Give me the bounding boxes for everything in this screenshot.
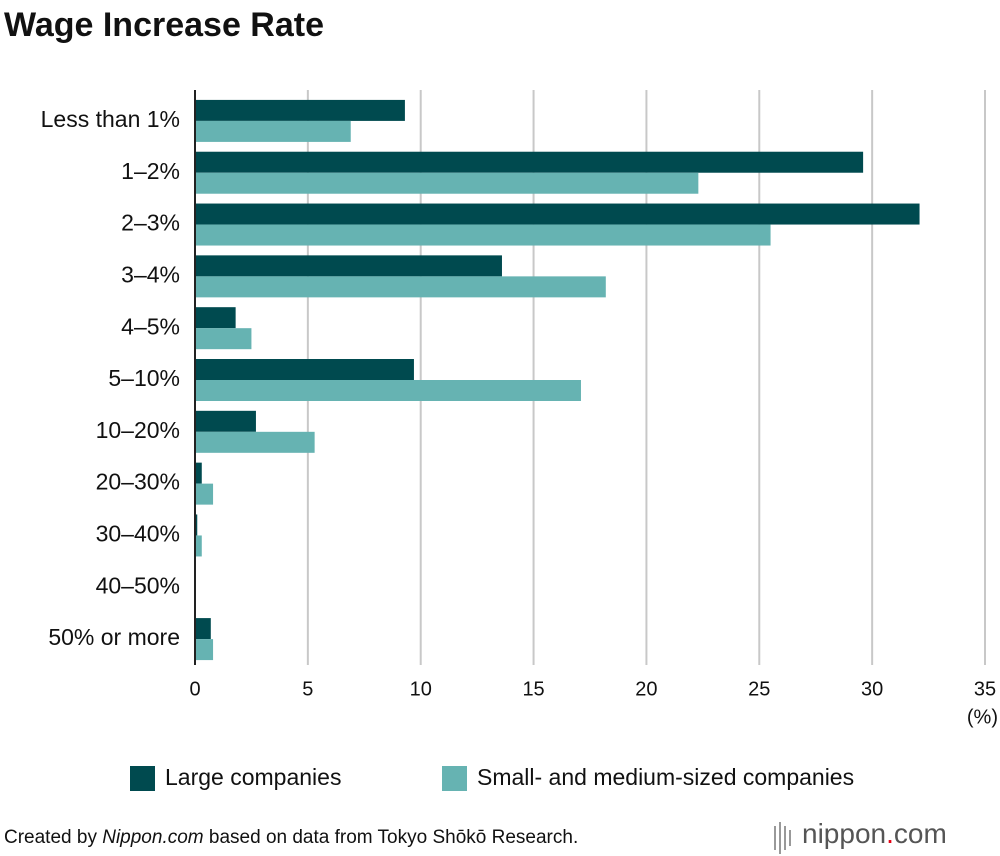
- logo-word: com: [894, 818, 947, 849]
- bar: [195, 172, 699, 194]
- logo-word: nippon: [802, 818, 886, 849]
- bar: [195, 431, 315, 453]
- bar: [195, 307, 236, 329]
- x-tick-label: 0: [189, 678, 200, 700]
- legend-swatch: [442, 766, 467, 791]
- logo-bar: [774, 826, 776, 850]
- x-tick-label: 5: [302, 678, 313, 700]
- logo-bar: [779, 822, 781, 854]
- y-tick-label: Less than 1%: [41, 106, 180, 132]
- bar: [195, 462, 202, 484]
- logo: nippon.com: [774, 818, 947, 854]
- bar: [195, 151, 864, 173]
- bar: [195, 99, 405, 121]
- bar: [195, 514, 198, 536]
- logo-bar: [789, 830, 791, 846]
- logo-text: nippon.com: [802, 818, 947, 849]
- source-prefix: Created by: [4, 827, 97, 848]
- legend-label: Small- and medium-sized companies: [477, 764, 854, 790]
- y-tick-label: 1–2%: [121, 158, 180, 184]
- x-tick-label: 10: [410, 678, 432, 700]
- x-tick-label: 25: [748, 678, 770, 700]
- source-suffix: based on data from Tokyo Shōkō Research.: [209, 827, 578, 848]
- bar: [195, 639, 214, 661]
- y-tick-label: 30–40%: [96, 521, 180, 547]
- y-tick-label: 20–30%: [96, 469, 180, 495]
- bar: [195, 120, 351, 142]
- bar: [195, 276, 606, 298]
- source-italic: Nippon.com: [102, 827, 203, 848]
- y-tick-label: 50% or more: [48, 624, 180, 650]
- logo-bar: [784, 826, 786, 850]
- y-tick-label: 4–5%: [121, 313, 180, 339]
- y-tick-label: 3–4%: [121, 261, 180, 287]
- y-tick-label: 2–3%: [121, 210, 180, 236]
- source-note: Created by Nippon.com based on data from…: [4, 827, 578, 848]
- x-tick-label: 20: [635, 678, 657, 700]
- chart-title: Wage Increase Rate: [4, 6, 324, 44]
- bar: [195, 328, 252, 350]
- y-tick-label: 10–20%: [96, 417, 180, 443]
- x-tick-label: 15: [522, 678, 544, 700]
- bar: [195, 410, 256, 432]
- legend-swatch: [130, 766, 155, 791]
- x-tick-label: 35: [974, 678, 996, 700]
- x-unit: (%): [967, 706, 998, 728]
- y-tick-label: 5–10%: [108, 365, 180, 391]
- bar: [195, 203, 920, 225]
- logo-dot: .: [886, 818, 894, 849]
- y-tick-label: 40–50%: [96, 572, 180, 598]
- bar: [195, 255, 502, 277]
- bar: [195, 359, 414, 380]
- bar: [195, 224, 771, 246]
- bar: [195, 483, 214, 505]
- legend-label: Large companies: [165, 764, 341, 790]
- bar: [195, 535, 202, 557]
- bar: [195, 380, 581, 401]
- bar: [195, 618, 211, 640]
- x-tick-label: 30: [861, 678, 883, 700]
